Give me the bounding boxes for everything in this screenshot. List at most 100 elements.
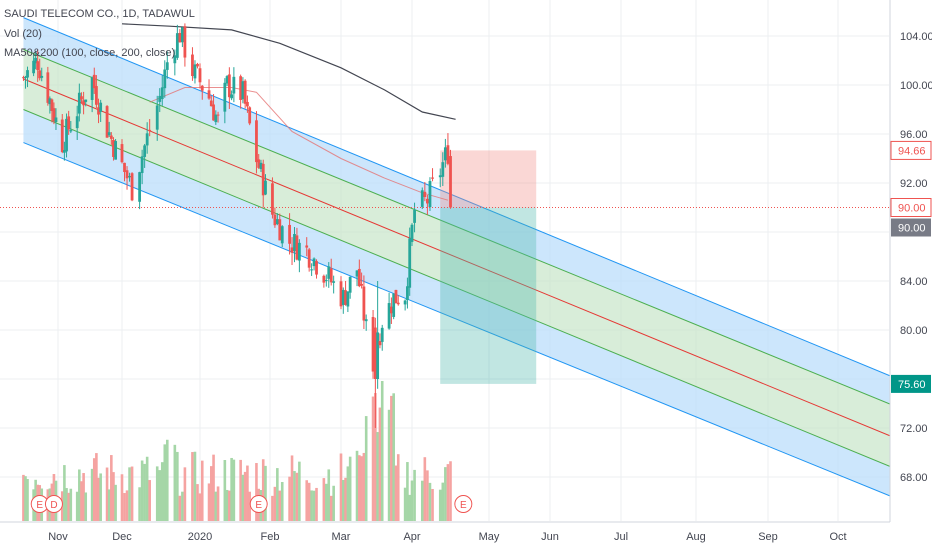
dividend-event-marker[interactable]: D <box>44 495 63 513</box>
volume-bar <box>225 489 229 521</box>
candle-body <box>329 268 333 283</box>
candle-body <box>160 87 164 100</box>
price-tick-label: 104.00 <box>900 31 932 43</box>
candle-body <box>324 280 328 282</box>
earnings-event-marker[interactable]: E <box>454 495 473 513</box>
time-axis[interactable] <box>0 521 932 550</box>
candle-body <box>130 173 134 201</box>
volume-bar <box>223 460 227 521</box>
volume-bar <box>264 465 267 521</box>
volume-bar <box>145 456 149 521</box>
volume-bar <box>426 470 429 521</box>
candle-body <box>346 291 350 307</box>
volume-bar <box>248 491 251 521</box>
volume-bar <box>107 489 111 521</box>
candle-body <box>138 172 142 202</box>
volume-bar <box>183 467 187 521</box>
volume-bar <box>392 393 395 521</box>
candle-body <box>69 130 73 132</box>
price-axis-bg <box>890 0 932 522</box>
volume-bar <box>346 466 350 521</box>
volume-bar <box>26 478 29 521</box>
candle-body <box>52 108 56 122</box>
position-risk-zone[interactable] <box>440 150 537 208</box>
volume-bar <box>310 490 313 521</box>
channel-band-inner <box>23 49 910 475</box>
earnings-event-marker[interactable]: E <box>249 495 268 513</box>
candle-body <box>90 77 94 100</box>
candle-body <box>191 54 194 77</box>
price-badge-bg <box>891 218 931 237</box>
legend-volume: Vol (20) <box>4 28 42 40</box>
price-tick-label: 72.00 <box>900 423 928 435</box>
time-tick-label: Sep <box>758 531 778 543</box>
candle-body <box>178 32 182 43</box>
candle-body <box>223 82 227 112</box>
volume-bar <box>90 468 94 521</box>
price-axis[interactable] <box>889 0 932 522</box>
candle-body <box>175 33 179 58</box>
volume-bar <box>22 474 25 521</box>
volume-bar <box>305 480 309 521</box>
candle-body <box>406 286 409 301</box>
event-marker-label: D <box>50 500 57 511</box>
candle-body <box>95 86 98 105</box>
volume-bar <box>125 490 129 521</box>
candle-body <box>239 76 243 100</box>
volume-bar <box>441 482 445 521</box>
volume-bar <box>138 487 141 521</box>
channel-inner-lower-line <box>23 109 910 476</box>
candle-body <box>180 27 184 43</box>
candle-body <box>376 332 380 379</box>
candle-body <box>355 270 359 277</box>
volume-bar <box>376 432 379 521</box>
candle-body <box>431 177 434 179</box>
volume-bar <box>130 466 134 521</box>
candle-body <box>271 183 274 215</box>
candle-body <box>63 150 66 153</box>
candle-body <box>183 26 187 58</box>
candle-body <box>310 269 314 271</box>
channel-band-upper <box>23 17 910 413</box>
volume-bar <box>341 479 345 521</box>
volume-bar <box>155 466 159 521</box>
volume-bar <box>176 451 179 521</box>
candle-body <box>209 100 213 107</box>
candle-body <box>360 283 364 286</box>
volume-bar <box>396 454 400 521</box>
candle-body <box>125 170 129 179</box>
candle-body <box>99 102 103 112</box>
volume-bar <box>75 491 79 521</box>
candle-body <box>163 69 167 89</box>
volume-bar <box>243 471 247 521</box>
volume-bar <box>438 489 442 521</box>
candle-body <box>290 247 294 253</box>
price-badge: 75.60 <box>891 374 931 393</box>
price-badge-label: 90.00 <box>898 223 926 235</box>
time-tick-label: Dec <box>112 531 132 543</box>
volume-bar <box>216 486 220 521</box>
candle-body <box>275 219 279 225</box>
candle-body <box>67 116 71 130</box>
candle-body <box>380 327 384 342</box>
volume-bar <box>446 464 450 521</box>
position-reward-zone[interactable] <box>440 207 537 384</box>
candle-body <box>82 100 85 106</box>
channel-lower-line <box>23 142 910 505</box>
volume-bar <box>273 486 277 521</box>
volume-bar <box>329 495 333 521</box>
time-axis-ticks: Nov Dec 2020 Feb Mar Apr May Jun Jul Aug Sep Oct <box>48 531 846 543</box>
candle-body <box>32 60 36 74</box>
candle-body <box>145 133 149 146</box>
candle-body <box>46 72 50 103</box>
candle-body <box>105 106 109 138</box>
short-position-tool[interactable] <box>440 150 537 384</box>
volume-bar <box>431 488 434 521</box>
price-badge-label: 90.00 <box>898 203 926 215</box>
candle-body <box>394 289 398 304</box>
price-badge: 94.66 <box>890 140 932 160</box>
volume-bar <box>298 461 301 521</box>
